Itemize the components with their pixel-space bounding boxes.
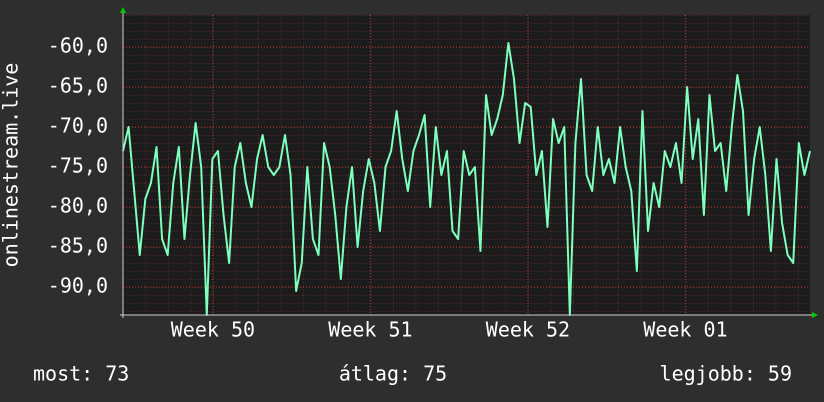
y-tick-label: -90,0: [48, 274, 108, 298]
y-tick-label: -70,0: [48, 114, 108, 138]
y-tick-label: -60,0: [48, 34, 108, 58]
footer-average: átlag: 75: [339, 362, 447, 386]
y-tick-label: -75,0: [48, 154, 108, 178]
y-tick-label: -65,0: [48, 74, 108, 98]
x-tick-label: Week 51: [328, 318, 412, 342]
y-axis-label: onlinestream.live: [0, 63, 23, 268]
x-tick-label: Week 52: [486, 318, 570, 342]
y-tick-label: -80,0: [48, 194, 108, 218]
footer-best: legjobb: 59: [660, 362, 792, 386]
y-axis-arrow: [120, 7, 126, 13]
series-line: [122, 42, 811, 316]
y-tick-label: -85,0: [48, 234, 108, 258]
footer-current: most: 73: [33, 362, 129, 386]
x-axis-arrow: [812, 312, 818, 318]
x-tick-label: Week 50: [171, 318, 255, 342]
x-tick-label: Week 01: [643, 318, 727, 342]
